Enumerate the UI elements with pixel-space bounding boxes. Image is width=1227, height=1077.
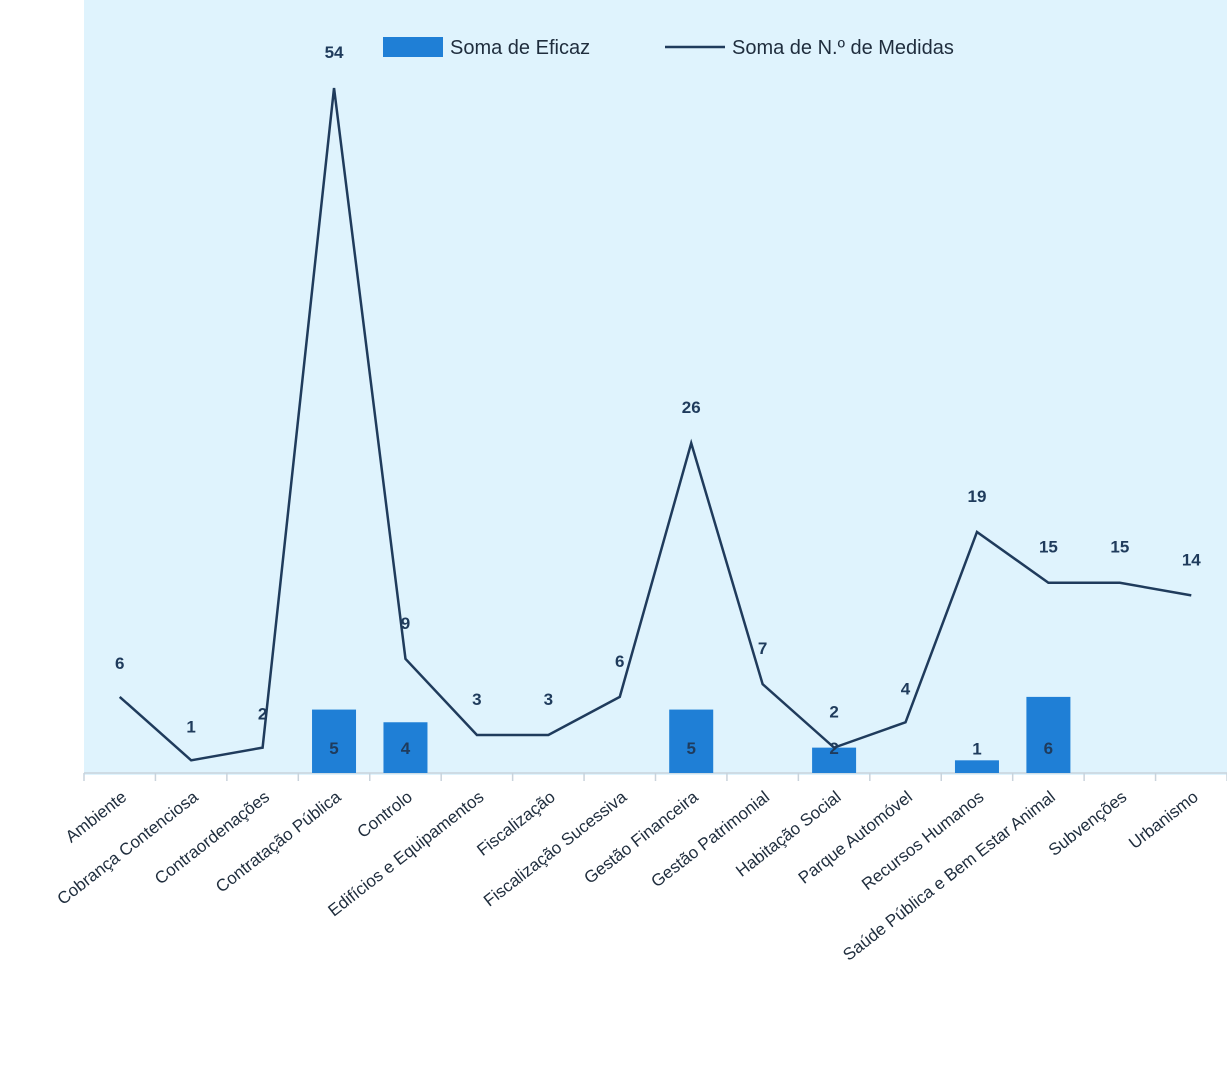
bar-data-label: 4 — [401, 739, 411, 758]
x-axis-label: Subvenções — [1045, 787, 1130, 860]
line-path — [118, 87, 1192, 762]
line-data-label: 19 — [968, 487, 987, 506]
bar-data-label: 5 — [686, 739, 695, 758]
bar-data-label: 1 — [972, 739, 981, 758]
line-data-label: 9 — [401, 614, 410, 633]
line-data-label: 54 — [325, 43, 344, 62]
legend-swatch-eficaz — [383, 37, 443, 57]
line-data-label: 26 — [682, 398, 701, 417]
bar-data-label: 5 — [329, 739, 338, 758]
bar-data-label: 6 — [1044, 739, 1053, 758]
x-axis-label: Gestão Patrimonial — [647, 787, 773, 891]
bar-10 — [812, 747, 857, 773]
line-data-label: 15 — [1110, 538, 1129, 557]
bar-series-eficaz — [312, 696, 1071, 773]
line-data-label: 3 — [472, 690, 481, 709]
line-data-label: 3 — [544, 690, 553, 709]
line-data-label: 2 — [829, 703, 838, 722]
x-axis-label: Cobrança Contenciosa — [54, 787, 202, 909]
x-axis-label: Recursos Humanos — [858, 787, 987, 894]
x-axis-label: Urbanismo — [1125, 787, 1201, 853]
legend: Soma de Eficaz Soma de N.º de Medidas — [383, 37, 954, 59]
line-data-label: 1 — [186, 717, 195, 736]
plot-background — [84, 0, 1227, 775]
line-data-label: 4 — [901, 679, 911, 698]
bar-13 — [1026, 696, 1071, 773]
bar-12 — [954, 760, 999, 773]
x-axis-label: Fiscalização Sucessiva — [480, 787, 631, 911]
x-axis-label: Controlo — [354, 787, 416, 842]
legend-label-eficaz: Soma de Eficaz — [450, 37, 590, 59]
bar-4 — [383, 722, 428, 773]
line-data-labels: 6 1 2 54 9 3 3 6 26 7 2 4 19 15 15 14 — [115, 43, 1201, 736]
line-series-medidas — [118, 87, 1192, 762]
line-data-label: 2 — [258, 705, 267, 724]
x-axis-label: Contratação Pública — [212, 787, 345, 897]
line-data-label: 6 — [115, 654, 124, 673]
x-axis-ticks — [83, 773, 1227, 781]
x-axis-label: Ambiente — [62, 787, 130, 846]
line-data-label: 15 — [1039, 538, 1058, 557]
legend-label-medidas: Soma de N.º de Medidas — [732, 37, 954, 59]
bar-8 — [669, 709, 714, 773]
line-data-label: 6 — [615, 652, 624, 671]
bar-3 — [312, 709, 357, 773]
line-data-label: 7 — [758, 639, 767, 658]
line-data-label: 14 — [1182, 550, 1201, 569]
